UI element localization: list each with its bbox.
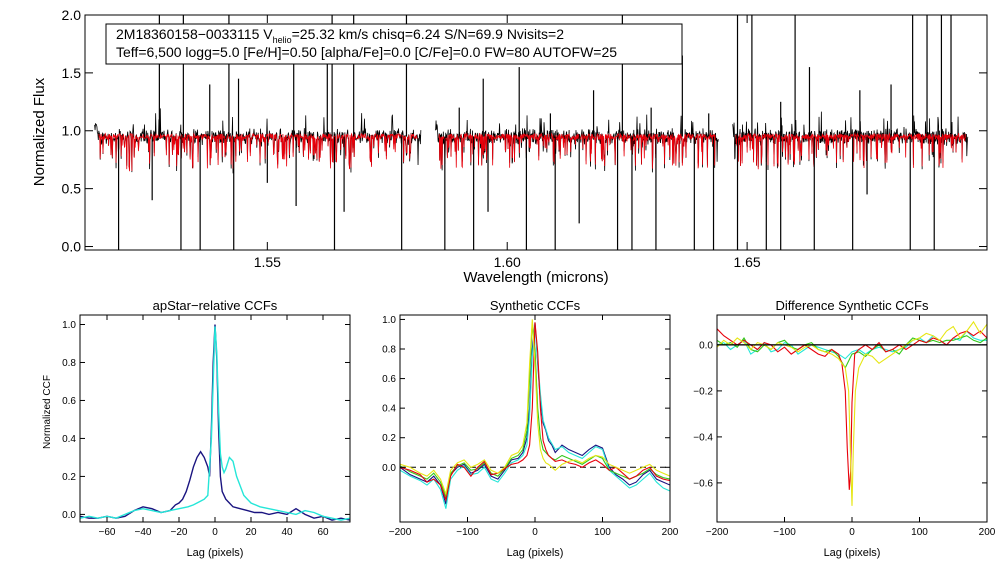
- annotation-box: [105, 23, 683, 65]
- synthetic-ccf-lines: [400, 319, 670, 509]
- apstar-ccf-panel: apStar−relative CCFs −60 −40 −20 0 20 40 60 0.0…: [42, 298, 351, 559]
- annotation-subscript: helio: [273, 35, 292, 45]
- y-tick-label: −0.6: [693, 478, 713, 489]
- x-tick-label: 1.60: [494, 254, 521, 270]
- x-tick-label: 0: [849, 527, 855, 538]
- x-tick-label: −20: [171, 527, 188, 538]
- x-tick-label: 60: [317, 527, 329, 538]
- y-tick-label: 0.0: [699, 340, 713, 351]
- apstar-ccf-axes-frame: [79, 314, 351, 523]
- y-tick-label: −0.2: [693, 386, 713, 397]
- x-tick-label: 1.55: [254, 254, 281, 270]
- apstar-ccf-ylabel: Normalized CCF: [42, 375, 53, 449]
- difference-ccf-panel: Difference Synthetic CCFs −200 −100 0 100 20…: [693, 298, 996, 559]
- y-tick-label: 0.6: [62, 396, 76, 407]
- x-tick-label: 100: [594, 527, 611, 538]
- y-tick-label: 2.0: [62, 7, 82, 23]
- annotation-star-id: 2M18360158−0033115 V: [116, 26, 273, 42]
- apstar-ccf-xlabel: Lag (pixels): [187, 547, 244, 559]
- ccf-series-visit-2: [80, 326, 350, 521]
- x-tick-label: 0: [532, 527, 538, 538]
- x-tick-label: 200: [662, 527, 679, 538]
- synthetic-ccf-panel: Synthetic CCFs −200 −100 0 100 200 0.0 0.2 0.4 0…: [382, 298, 679, 559]
- x-tick-label: −200: [706, 527, 729, 538]
- difference-ccf-axes-frame: [716, 314, 988, 523]
- y-tick-label: −0.4: [693, 432, 713, 443]
- ccf-series-visit-1: [80, 324, 350, 521]
- y-tick-label: 0.8: [62, 358, 76, 369]
- y-tick-label: 1.0: [62, 123, 82, 139]
- x-tick-label: −100: [456, 527, 479, 538]
- apstar-ccf-lines: [80, 324, 350, 521]
- spectrum-axes-frame: [84, 14, 988, 251]
- y-tick-label: 0.2: [382, 433, 396, 444]
- synthetic-ccf-axes-frame: [399, 314, 671, 523]
- y-tick-label: 1.0: [62, 320, 76, 331]
- ccf-series-yellow: [400, 319, 670, 496]
- difference-ccf-title: Difference Synthetic CCFs: [776, 298, 929, 313]
- x-tick-label: 20: [245, 527, 257, 538]
- y-tick-label: 0.8: [382, 345, 396, 356]
- synthetic-ccf-xlabel: Lag (pixels): [507, 547, 564, 559]
- y-tick-label: 0.0: [382, 463, 396, 474]
- y-tick-label: 0.6: [382, 374, 396, 385]
- spectrum-ticks: 1.55 1.60 1.65 0.0 0.5 1.0 1.5 2.0: [62, 7, 987, 270]
- ccf-series-yellow: [717, 320, 987, 506]
- y-tick-label: 0.4: [62, 434, 76, 445]
- y-tick-label: 1.5: [62, 65, 82, 81]
- y-tick-label: 0.5: [62, 181, 82, 197]
- x-tick-label: 0: [212, 527, 218, 538]
- y-tick-label: 0.2: [62, 472, 76, 483]
- y-tick-label: 0.0: [62, 510, 76, 521]
- x-tick-label: −40: [135, 527, 152, 538]
- apstar-ccf-ticks: −60 −40 −20 0 20 40 60 0.0 0.2 0.4 0.6 0.8 1.0: [62, 315, 350, 538]
- spectrum-model-chip-3: [735, 132, 966, 170]
- apstar-ccf-title: apStar−relative CCFs: [153, 298, 278, 313]
- y-tick-label: 1.0: [382, 315, 396, 326]
- y-tick-label: 0.0: [62, 238, 82, 254]
- annotation-params: =25.32 km/s chisq=6.24 S/N=69.9 Nvisits=…: [292, 26, 565, 42]
- x-tick-label: 100: [911, 527, 928, 538]
- ccf-series-green: [400, 322, 670, 499]
- spectrum-model-chip-1: [98, 132, 418, 172]
- spectrum-model-chip-2: [438, 132, 716, 169]
- spectrum-ylabel: Normalized Flux: [31, 77, 48, 186]
- y-tick-label: 0.4: [382, 404, 396, 415]
- x-tick-label: 1.65: [733, 254, 760, 270]
- ccf-series-red: [400, 322, 670, 502]
- annotation-line-2: Teff=6,500 logg=5.0 [Fe/H]=0.50 [alpha/F…: [116, 44, 617, 60]
- x-tick-label: −60: [99, 527, 116, 538]
- difference-ccf-ticks: −200 −100 0 100 200 0.0 −0.2 −0.4 −0.6: [693, 315, 996, 538]
- ccf-series-red: [717, 328, 987, 490]
- spectrum-panel: 1.55 1.60 1.65 0.0 0.5 1.0 1.5 2.0 2M18360158−0…: [31, 7, 988, 286]
- x-tick-label: 200: [979, 527, 996, 538]
- synthetic-ccf-title: Synthetic CCFs: [490, 298, 581, 313]
- x-tick-label: −100: [773, 527, 796, 538]
- difference-ccf-xlabel: Lag (pixels): [824, 547, 881, 559]
- x-tick-label: 40: [281, 527, 293, 538]
- annotation-line-1: 2M18360158−0033115 Vhelio=25.32 km/s chi…: [116, 26, 564, 45]
- difference-ccf-lines: [717, 320, 987, 506]
- spectrum-xlabel: Wavelength (microns): [463, 269, 608, 286]
- x-tick-label: −200: [389, 527, 412, 538]
